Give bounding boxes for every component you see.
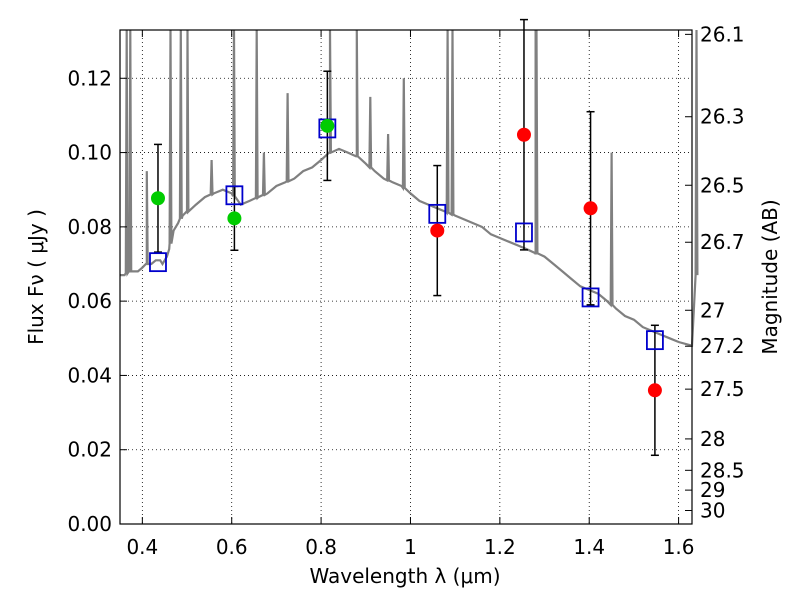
y-tick-label: 0.04 bbox=[67, 363, 112, 387]
ticks bbox=[120, 30, 692, 525]
y-tick-label: 0.08 bbox=[67, 215, 112, 239]
tick-labels: 0.4 0.6 0.8 1 1.2 1.4 1.6 0.00 0.02 0.04 0.06 0.08 0… bbox=[67, 22, 744, 559]
markers bbox=[149, 118, 664, 398]
x-tick-label: 0.6 bbox=[216, 535, 248, 559]
mag-tick-label: 29 bbox=[700, 478, 725, 502]
mag-tick-label: 30 bbox=[700, 499, 725, 523]
mag-tick-label: 27 bbox=[700, 298, 725, 322]
mag-tick-label: 28 bbox=[700, 427, 725, 451]
x-tick-label: 1.6 bbox=[663, 535, 695, 559]
mag-tick-label: 27.2 bbox=[700, 334, 745, 358]
y-tick-label: 0.12 bbox=[67, 66, 112, 90]
observed-flux-point bbox=[150, 191, 165, 206]
model-photometry-square bbox=[646, 330, 664, 351]
mag-tick-label: 26.7 bbox=[700, 230, 745, 254]
y-tick-label: 0.00 bbox=[67, 512, 112, 536]
observed-flux-point bbox=[647, 383, 662, 398]
y-axis-title-right: Magnitude (AB) bbox=[758, 199, 782, 354]
y-axis-title: Flux Fν ( μJy ) bbox=[24, 209, 48, 345]
mag-tick-label: 26.3 bbox=[700, 105, 745, 129]
plot-frame bbox=[119, 29, 693, 525]
x-tick-label: 1.2 bbox=[484, 535, 516, 559]
model-photometry-square bbox=[149, 252, 167, 273]
mag-tick-label: 27.5 bbox=[700, 377, 745, 401]
y-tick-label: 0.06 bbox=[67, 289, 112, 313]
mag-tick-label: 26.5 bbox=[700, 173, 745, 197]
model-photometry-square bbox=[225, 185, 244, 206]
x-tick-label: 0.4 bbox=[126, 535, 158, 559]
observed-flux-point bbox=[227, 211, 242, 226]
x-axis-title: Wavelength λ (μm) bbox=[309, 564, 500, 588]
observed-flux-point bbox=[583, 201, 598, 216]
observed-flux-point bbox=[430, 223, 445, 238]
model-photometry-square bbox=[428, 203, 447, 224]
observed-flux-point bbox=[516, 127, 531, 142]
mag-tick-label: 26.1 bbox=[700, 22, 745, 46]
model-photometry-square bbox=[515, 222, 533, 243]
x-tick-label: 1.4 bbox=[573, 535, 605, 559]
y-tick-label: 0.02 bbox=[67, 438, 112, 462]
x-tick-label: 1 bbox=[404, 535, 417, 559]
mag-tick-label: 28.5 bbox=[700, 458, 745, 482]
model-photometry-square bbox=[581, 287, 600, 308]
y-tick-label: 0.10 bbox=[67, 141, 112, 165]
observed-flux-point bbox=[320, 118, 335, 133]
x-tick-label: 0.8 bbox=[305, 535, 337, 559]
